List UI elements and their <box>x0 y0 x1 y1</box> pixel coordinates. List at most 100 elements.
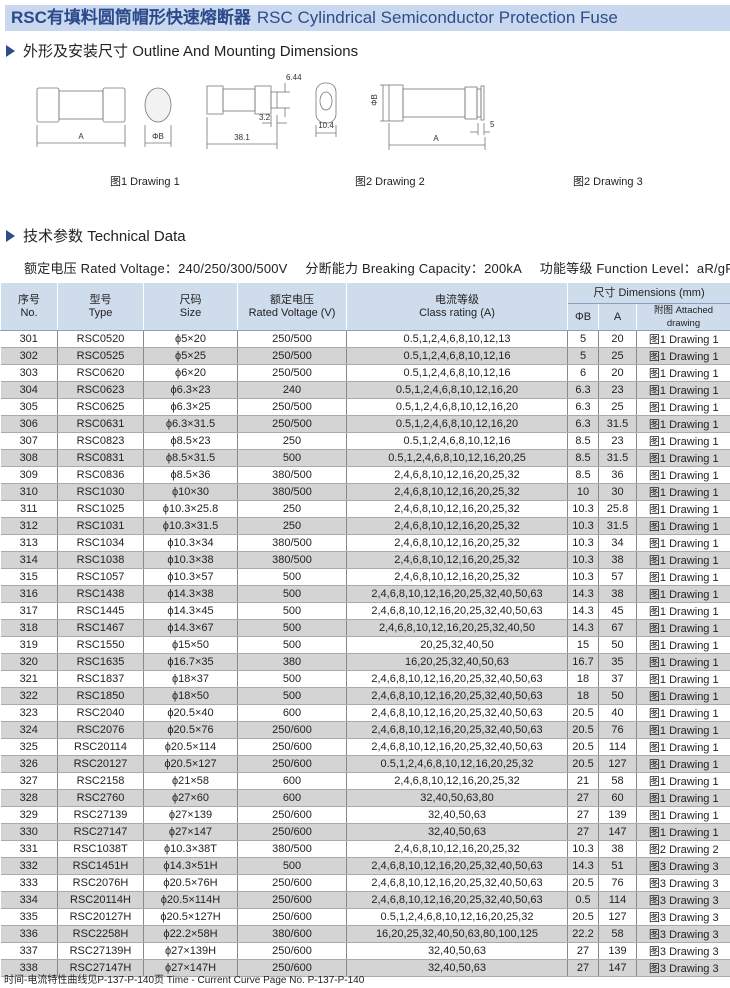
cell-class-rating: 20,25,32,40,50 <box>346 636 568 654</box>
cell-class-rating: 32,40,50,63 <box>346 806 568 824</box>
cell-phib: 27 <box>567 789 599 807</box>
cell-a: 38 <box>598 585 637 603</box>
cell-size: ϕ27×60 <box>143 789 238 807</box>
cell-phib: 27 <box>567 823 599 841</box>
cell-size: ϕ21×58 <box>143 772 238 790</box>
cell-no: 333 <box>0 874 58 892</box>
cell-size: ϕ27×147H <box>143 959 238 977</box>
cell-class-rating: 2,4,6,8,10,12,16,20,25,32,40,50,63 <box>346 602 568 620</box>
cell-voltage: 380/500 <box>237 483 347 501</box>
table-row: 327 RSC2158 ϕ21×58 600 2,4,6,8,10,12,16,20,2… <box>0 772 730 790</box>
cell-drawing: 图1 Drawing 1 <box>635 483 730 501</box>
cell-a: 31.5 <box>598 449 637 467</box>
table-row: 329 RSC27139 ϕ27×139 250/600 32,40,50,63 27 13… <box>0 806 730 824</box>
cell-type: RSC27139H <box>57 942 144 960</box>
cell-drawing: 图3 Drawing 3 <box>635 925 730 943</box>
cell-type: RSC2258H <box>57 925 144 943</box>
col-header-size: 尺码 Size <box>143 282 238 331</box>
cell-class-rating: 16,20,25,32,40,50,63 <box>346 653 568 671</box>
rated-voltage-spec: 额定电压 Rated Voltage：240/250/300/500V <box>24 261 288 276</box>
cell-size: ϕ14.3×67 <box>143 619 238 637</box>
cell-class-rating: 0.5,1,2,4,6,8,10,12,16,20,25 <box>346 449 568 467</box>
cell-drawing: 图1 Drawing 1 <box>635 500 730 518</box>
cell-class-rating: 32,40,50,63,80 <box>346 789 568 807</box>
cell-drawing: 图1 Drawing 1 <box>635 721 730 739</box>
cell-class-rating: 0.5,1,2,4,6,8,10,12,16 <box>346 347 568 365</box>
cell-type: RSC1038 <box>57 551 144 569</box>
cell-a: 147 <box>598 823 637 841</box>
cell-drawing: 图1 Drawing 1 <box>635 517 730 535</box>
cell-a: 36 <box>598 466 637 484</box>
cell-class-rating: 2,4,6,8,10,12,16,20,25,32,40,50,63 <box>346 857 568 875</box>
cell-phib: 20.5 <box>567 704 599 722</box>
cell-no: 334 <box>0 891 58 909</box>
cell-type: RSC20127 <box>57 755 144 773</box>
cell-class-rating: 2,4,6,8,10,12,16,20,25,32 <box>346 551 568 569</box>
table-row: 328 RSC2760 ϕ27×60 600 32,40,50,63,80 27 60 图1 … <box>0 789 730 807</box>
cell-phib: 20.5 <box>567 721 599 739</box>
table-row: 307 RSC0823 ϕ8.5×23 250 0.5,1,2,4,6,8,10,12,… <box>0 432 730 450</box>
cell-type: RSC20127H <box>57 908 144 926</box>
cell-class-rating: 2,4,6,8,10,12,16,20,25,32,40,50,63 <box>346 704 568 722</box>
table-row: 303 RSC0620 ϕ6×20 250/500 0.5,1,2,4,6,8,10,1… <box>0 364 730 382</box>
table-row: 314 RSC1038 ϕ10.3×38 380/500 2,4,6,8,10,12,1… <box>0 551 730 569</box>
cell-size: ϕ6.3×31.5 <box>143 415 238 433</box>
table-row: 332 RSC1451H ϕ14.3×51H 500 2,4,6,8,10,12,16,… <box>0 857 730 875</box>
cell-class-rating: 0.5,1,2,4,6,8,10,12,16,20 <box>346 398 568 416</box>
cell-size: ϕ20.5×114 <box>143 738 238 756</box>
cell-class-rating: 2,4,6,8,10,12,16,20,25,32 <box>346 466 568 484</box>
cell-phib: 20.5 <box>567 738 599 756</box>
drawing-1-caption: 图1 Drawing 1 <box>110 176 180 188</box>
cell-voltage: 380/500 <box>237 534 347 552</box>
table-row: 302 RSC0525 ϕ5×25 250/500 0.5,1,2,4,6,8,10,1… <box>0 347 730 365</box>
cell-a: 34 <box>598 534 637 552</box>
cell-size: ϕ20.5×127 <box>143 755 238 773</box>
cell-no: 304 <box>0 381 58 399</box>
drawing-3-dim-b: ΦB <box>370 94 379 106</box>
cell-drawing: 图1 Drawing 1 <box>635 636 730 654</box>
cell-a: 127 <box>598 908 637 926</box>
cell-voltage: 250/600 <box>237 942 347 960</box>
cell-class-rating: 0.5,1,2,4,6,8,10,12,16,20,25,32 <box>346 755 568 773</box>
cell-type: RSC0525 <box>57 347 144 365</box>
cell-phib: 20.5 <box>567 874 599 892</box>
cell-no: 313 <box>0 534 58 552</box>
col-header-class: 电流等级 Class rating (A) <box>346 282 568 331</box>
cell-voltage: 380 <box>237 653 347 671</box>
cell-class-rating: 2,4,6,8,10,12,16,20,25,32 <box>346 534 568 552</box>
cell-phib: 27 <box>567 942 599 960</box>
cell-type: RSC1467 <box>57 619 144 637</box>
cell-size: ϕ20.5×127H <box>143 908 238 926</box>
cell-phib: 8.5 <box>567 466 599 484</box>
table-row: 335 RSC20127H ϕ20.5×127H 250/600 0.5,1,2,4,6… <box>0 908 730 926</box>
table-row: 315 RSC1057 ϕ10.3×57 500 2,4,6,8,10,12,16,20… <box>0 568 730 586</box>
cell-type: RSC27147H <box>57 959 144 977</box>
cell-phib: 10.3 <box>567 500 599 518</box>
cell-phib: 6.3 <box>567 415 599 433</box>
cell-class-rating: 2,4,6,8,10,12,16,20,25,32,40,50,63 <box>346 721 568 739</box>
cell-type: RSC1550 <box>57 636 144 654</box>
cell-drawing: 图3 Drawing 3 <box>635 908 730 926</box>
cell-voltage: 250/600 <box>237 959 347 977</box>
cell-voltage: 600 <box>237 772 347 790</box>
cell-no: 318 <box>0 619 58 637</box>
cell-class-rating: 0.5,1,2,4,6,8,10,12,16 <box>346 432 568 450</box>
table-row: 313 RSC1034 ϕ10.3×34 380/500 2,4,6,8,10,12,1… <box>0 534 730 552</box>
cell-no: 310 <box>0 483 58 501</box>
cell-no: 319 <box>0 636 58 654</box>
table-row: 336 RSC2258H ϕ22.2×58H 380/600 16,20,25,32,4… <box>0 925 730 943</box>
cell-no: 315 <box>0 568 58 586</box>
cell-a: 58 <box>598 925 637 943</box>
drawing-1-dim-a: A <box>78 132 84 141</box>
cell-type: RSC1445 <box>57 602 144 620</box>
cell-voltage: 500 <box>237 568 347 586</box>
cell-class-rating: 32,40,50,63 <box>346 959 568 977</box>
cell-size: ϕ27×139H <box>143 942 238 960</box>
cell-voltage: 250/600 <box>237 806 347 824</box>
cell-type: RSC1635 <box>57 653 144 671</box>
cell-no: 320 <box>0 653 58 671</box>
cell-no: 316 <box>0 585 58 603</box>
technical-heading-en: Technical Data <box>87 228 186 245</box>
cell-class-rating: 2,4,6,8,10,12,16,20,25,32 <box>346 483 568 501</box>
cell-type: RSC0631 <box>57 415 144 433</box>
